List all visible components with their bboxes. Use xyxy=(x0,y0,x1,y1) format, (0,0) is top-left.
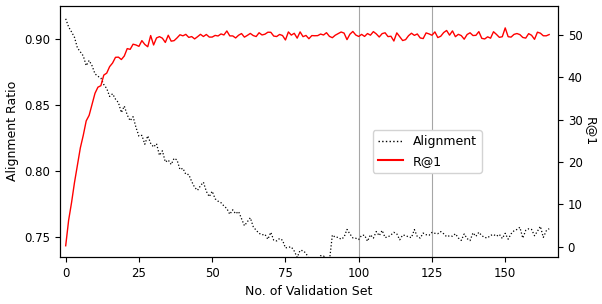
X-axis label: No. of Validation Set: No. of Validation Set xyxy=(245,285,373,299)
Y-axis label: Alignment Ratio: Alignment Ratio xyxy=(5,81,19,181)
Y-axis label: R@1: R@1 xyxy=(583,117,597,146)
Legend: Alignment, R@1: Alignment, R@1 xyxy=(373,130,482,173)
